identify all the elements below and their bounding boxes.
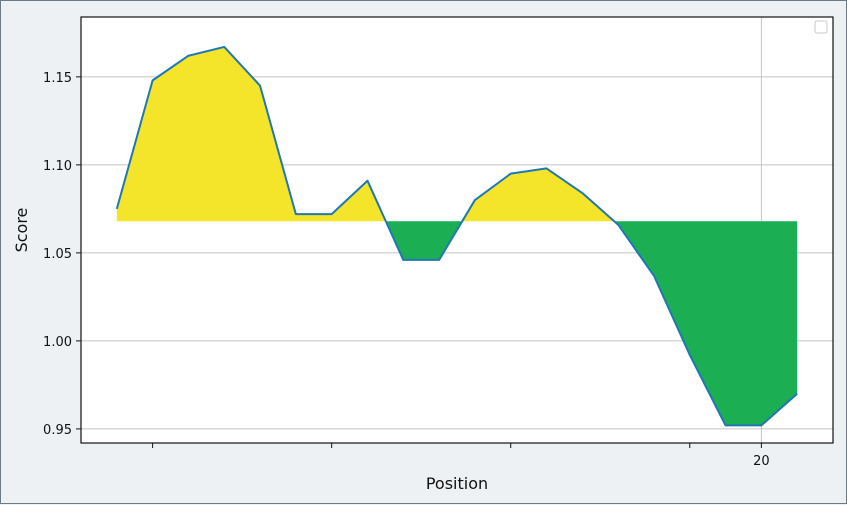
- legend-box: [815, 21, 827, 33]
- y-tick-label: 1.00: [43, 335, 72, 350]
- y-tick-label: 0.95: [43, 423, 72, 438]
- x-tick-label: 20: [753, 454, 770, 469]
- x-axis-label: Position: [426, 474, 488, 493]
- y-tick-label: 1.10: [43, 159, 72, 174]
- y-axis-label: Score: [12, 208, 31, 253]
- y-tick-label: 1.05: [43, 247, 72, 262]
- y-tick-label: 1.15: [43, 71, 72, 86]
